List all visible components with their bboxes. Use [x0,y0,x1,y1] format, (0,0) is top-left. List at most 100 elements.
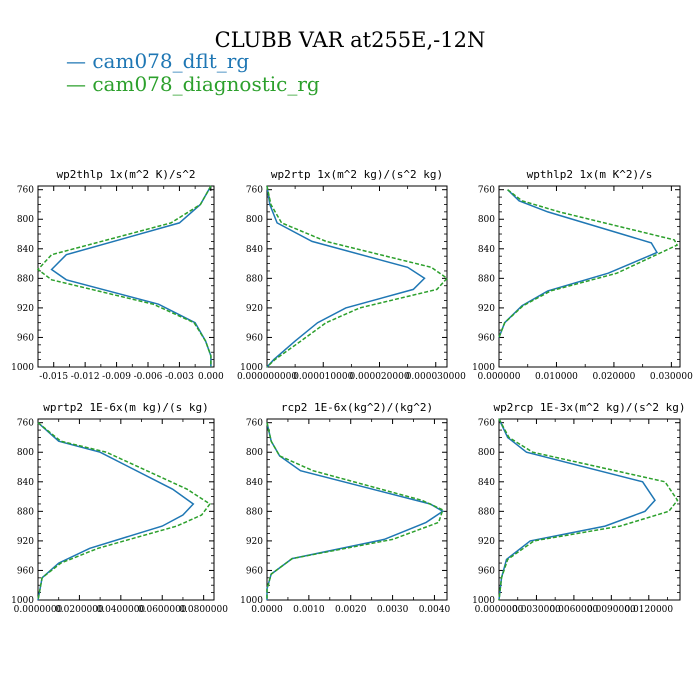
plot-frame [266,418,448,601]
legend-entry-diagnostic: — cam078_diagnostic_rg [66,72,320,96]
x-tick-label: 0.0030 [377,605,409,615]
x-tick-label: -0.003 [165,372,194,382]
y-tick-label: 920 [246,537,263,547]
y-tick-label: 1000 [472,596,495,606]
x-tick-label: 0.0400000 [96,605,145,615]
x-tick-label: 0.0020 [335,605,367,615]
plot-frame [37,418,215,601]
y-tick-label: 800 [478,448,495,458]
y-tick-label: 800 [478,215,495,225]
x-tick-label: 0.0200000 [55,605,104,615]
series-line-dflt [266,422,445,600]
x-tick-label: 0.0010 [293,605,325,615]
x-tick-label: 0.0800000 [179,605,228,615]
x-tick-label: 0.000030000 [406,372,466,382]
y-tick-label: 800 [17,448,34,458]
y-tick-label: 840 [478,245,495,255]
plot-frame [498,185,681,368]
y-tick-label: 880 [478,274,495,284]
y-tick-label: 960 [17,566,34,576]
y-tick-label: 1000 [11,596,34,606]
x-tick-label: 0.0090000 [587,605,636,615]
series-line-dflt [498,418,656,601]
panel-6: wp2rcp 1E-3x(m^2 kg)/(s^2 kg) 760 800 840 88… [472,401,685,615]
y-tick-label: 800 [246,215,263,225]
x-tick-label: 0.0600000 [138,605,187,615]
x-tick-label: 0.000000 [478,372,521,382]
x-tick-label: 0.000000000 [237,372,297,382]
y-tick-label: 880 [17,507,34,517]
y-tick-label: 760 [478,186,495,196]
panel-4: wprtp2 1E-6x(m kg)/(s kg) 760 800 840 880 920… [11,401,228,615]
y-tick-label: 800 [17,215,34,225]
x-tick-label: 0.0030000 [512,605,561,615]
panel-title: wprtp2 1E-6x(m kg)/(s kg) [43,401,209,414]
x-tick-label: 0.000010000 [293,372,353,382]
panel-title: wp2rcp 1E-3x(m^2 kg)/(s^2 kg) [493,401,685,414]
y-tick-label: 920 [17,304,34,314]
panel-title: wp2thlp 1x(m^2 K)/s^2 [56,168,195,181]
legend-label-diagnostic: cam078_diagnostic_rg [92,72,320,96]
x-tick-label: 0.0000 [251,605,283,615]
y-tick-label: 920 [246,304,263,314]
y-tick-label: 960 [246,333,263,343]
series-line-diagnostic [37,422,211,601]
series-line-diagnostic [266,185,449,368]
y-tick-label: 840 [17,478,34,488]
panel-3: wpthlp2 1x(m K^2)/s 760 800 840 880 920 960 100… [472,168,693,382]
y-tick-label: 880 [246,507,263,517]
plot-frame [37,185,215,368]
series-line-diagnostic [498,418,679,601]
y-tick-label: 960 [478,566,495,576]
y-tick-label: 760 [478,419,495,429]
y-tick-label: 840 [17,245,34,255]
x-tick-label: 0.030000 [650,372,693,382]
x-tick-label: 0.000020000 [349,372,409,382]
y-tick-label: 1000 [472,363,495,373]
panel-title: wpthlp2 1x(m K^2)/s [527,168,653,181]
x-tick-label: 0.0000000 [475,605,524,615]
y-tick-label: 760 [246,186,263,196]
y-tick-label: 800 [246,448,263,458]
y-tick-label: 1000 [11,363,34,373]
legend-label-dflt: cam078_dflt_rg [92,49,250,73]
y-tick-label: 960 [478,333,495,343]
x-tick-label: -0.015 [39,372,68,382]
panel-title: wp2rtp 1x(m^2 kg)/(s^2 kg) [271,168,443,181]
y-tick-label: 760 [17,186,34,196]
y-tick-label: 760 [246,419,263,429]
y-tick-label: 960 [246,566,263,576]
panel-title: rcp2 1E-6x(kg^2)/(kg^2) [281,401,433,414]
x-tick-label: -0.012 [71,372,100,382]
panel-2: wp2rtp 1x(m^2 kg)/(s^2 kg) 760 800 840 880 92… [237,168,466,382]
x-tick-label: 0.0060000 [550,605,599,615]
y-tick-label: 880 [17,274,34,284]
y-tick-label: 920 [478,537,495,547]
y-tick-label: 920 [478,304,495,314]
x-tick-label: 0.0000000 [14,605,63,615]
y-tick-label: 760 [17,419,34,429]
y-tick-label: 840 [478,478,495,488]
legend-entry-dflt: — cam078_dflt_rg [66,49,250,73]
x-tick-label: 0.0120000 [624,605,673,615]
y-tick-label: 1000 [240,363,263,373]
series-line-dflt [37,422,195,601]
y-tick-label: 1000 [240,596,263,606]
plot-frame [266,185,448,368]
series-line-diagnostic [266,422,444,600]
x-tick-label: 0.020000 [592,372,635,382]
x-tick-label: 0.0040 [419,605,451,615]
series-line-diagnostic [36,185,212,367]
y-tick-label: 920 [17,537,34,547]
x-tick-label: 0.010000 [535,372,578,382]
legend: — cam078_dflt_rg — cam078_diagnostic_rg [66,50,320,96]
y-tick-label: 880 [478,507,495,517]
y-tick-label: 840 [246,245,263,255]
plot-frame [498,418,681,601]
series-line-dflt [498,189,659,338]
panel-1: wp2thlp 1x(m^2 K)/s^2 760 800 840 880 920 960 1… [11,168,224,382]
x-tick-label: 0.000 [198,372,224,382]
series-line-dflt [266,185,426,368]
x-tick-label: -0.009 [102,372,131,382]
